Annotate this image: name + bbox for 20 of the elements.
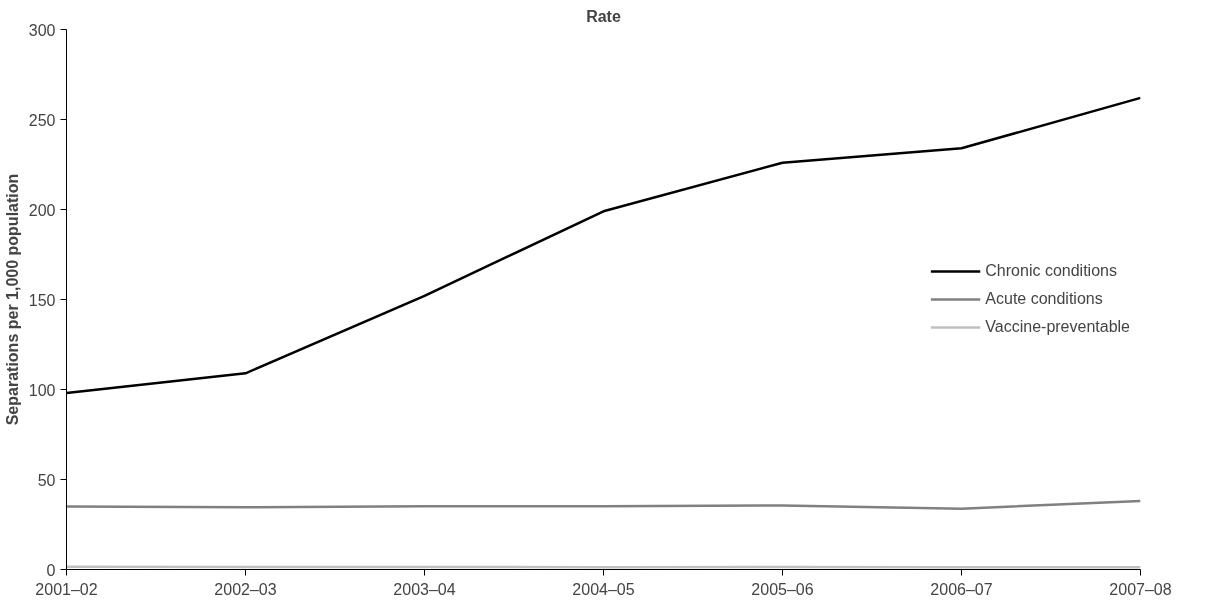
y-tick-label: 300 — [28, 21, 56, 39]
x-tick-label: 2004–05 — [572, 580, 635, 598]
x-tick-label: 2006–07 — [930, 580, 993, 598]
y-tick-label: 100 — [28, 381, 56, 399]
x-tick-label: 2002–03 — [214, 580, 277, 598]
x-tick-label: 2007–08 — [1109, 580, 1172, 598]
legend-label: Chronic conditions — [985, 262, 1117, 280]
y-tick-label: 200 — [28, 201, 56, 219]
y-tick-label: 0 — [46, 561, 56, 579]
line-series — [66, 499, 1141, 510]
x-tick-label: 2005–06 — [751, 580, 814, 598]
y-tick-label: 250 — [28, 111, 56, 129]
legend-label: Acute conditions — [985, 290, 1103, 308]
x-tick-label: 2003–04 — [393, 580, 456, 598]
y-tick-label: 50 — [37, 471, 56, 489]
y-axis-title: Separations per 1,000 population — [3, 173, 21, 426]
chart-title: Rate — [586, 7, 621, 25]
x-tick-label: 2001–02 — [35, 580, 98, 598]
y-tick-label: 150 — [28, 291, 56, 309]
legend-label: Vaccine-preventable — [985, 318, 1130, 336]
